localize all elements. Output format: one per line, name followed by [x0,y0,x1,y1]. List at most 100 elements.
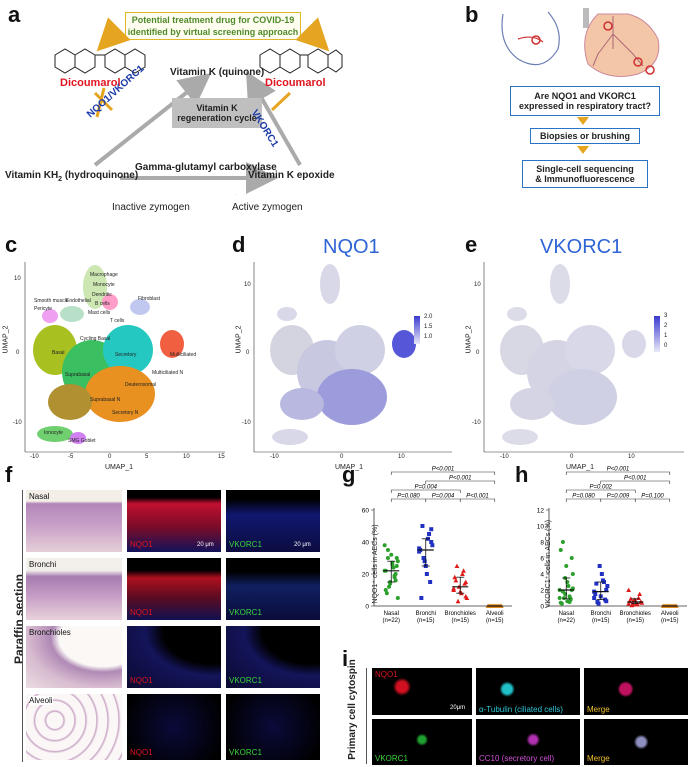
dicoumarol-right-label: Dicoumarol [265,77,326,89]
category-label: Nasal [384,611,399,617]
panel-label-d: d [232,232,246,257]
umap-vkorc1-plot [483,262,684,453]
p-value-label: P=0.004 [432,494,455,500]
banner-line-1: Potential treatment drug for COVID-19 [131,15,295,25]
data-point [424,572,429,576]
data-point [463,594,469,599]
c-xtick-3: 5 [145,454,149,460]
data-point [637,591,643,596]
category-label: Alveoli [661,611,679,617]
data-point [560,540,565,544]
cluster-label: T cells [110,318,125,324]
sequencing-box: Single-cell sequencing & Immunofluoresce… [522,160,648,188]
nqo1-label: NQO1 [130,540,153,549]
panel-label-f: f [5,462,13,487]
data-point [385,548,390,552]
cyto-tubulin-tile: α-Tubulin (ciliated cells) [476,668,580,715]
cluster-label: Pericyte [34,306,53,312]
panel-label-i: i [342,646,349,671]
cycle-line-2: regeneration cycle [177,113,257,123]
arrow-hydro-to-quinone [93,73,212,167]
paraffin-section-label: Paraffin section [12,573,27,665]
p-value-label: P=0.100 [641,494,664,500]
cluster-label: B cells [95,301,110,307]
vkorc1-label: VKORC1 [229,540,262,549]
d-scale-1: 1.5 [424,324,433,330]
orange-arrow-right [295,17,330,52]
cluster-label: Multiciliated [170,352,197,358]
if-vkorc1-nasal: VKORC1 20 μm [226,490,320,552]
scale-bar: 20 μm [197,542,214,548]
data-point [383,588,388,592]
regeneration-cycle-box: Vitamin K regeneration cycle [172,98,262,128]
q-line-2: expressed in respiratory tract? [518,101,652,111]
sig-bracket [565,471,671,475]
i-cc10-label: CC10 (secretory cell) [479,754,555,763]
data-point [628,596,634,601]
e-ytick-2: -10 [472,420,481,426]
cyto-vkorc1-tile: VKORC1 [372,719,472,765]
umap-c-clusters [33,265,184,444]
panel-label-a: a [8,2,21,27]
inhibit-right [270,91,292,112]
data-point [395,559,400,564]
vitamin-k-epoxide: Vitamin K epoxide [248,170,335,181]
inactive-zymogen: Inactive zymogen [112,202,190,213]
if-nqo1-bronchioles: NQO1 [127,626,221,688]
flow-arrow-2 [577,146,589,154]
seq-line-1: Single-cell sequencing [536,164,634,174]
data-point [557,596,562,600]
panel-label-g: g [342,462,356,487]
i-nqo1-label: NQO1 [375,670,398,679]
data-point [558,600,563,605]
row-name: Alveoli [29,696,53,705]
e-ytick-0: 10 [474,282,481,288]
c-xtick-5: 15 [218,454,225,460]
e-ylabel: UMAP_2 [465,325,473,354]
y-tick-label: 60 [362,508,370,515]
e-scale-2: 1 [664,333,668,339]
if-vkorc1-alveoli: VKORC1 [226,694,320,760]
he-tile-bronchioles: Bronchioles [26,626,122,688]
p-value-label: P<0.001 [607,467,630,473]
flow-arrow-1 [577,117,589,125]
data-point [626,587,632,592]
arrow-epoxide-to-quinone [246,71,302,166]
vkorc1-label: VKORC1 [229,748,262,757]
d-ylabel: UMAP_2 [235,325,243,354]
data-point [636,595,641,600]
data-point [605,584,610,588]
c-xlabel: UMAP_1 [105,464,134,471]
cluster-label: Macrophage [90,272,118,278]
d-xtick-0: -10 [270,454,279,460]
c-xtick-0: -10 [30,454,39,460]
he-tile-bronchi: Bronchi [26,558,122,620]
data-point [451,586,457,591]
y-tick-label: 8 [540,540,544,547]
d-ytick-1: 0 [246,350,250,356]
data-point [569,556,574,560]
c-xtick-1: -5 [68,454,74,460]
d-ytick-2: -10 [242,420,251,426]
dicoumarol-left-label: Dicoumarol [60,77,121,89]
data-point [420,524,425,528]
data-point [429,527,434,532]
panel-label-e: e [465,232,478,257]
i-vkorc1-label: VKORC1 [375,754,408,763]
data-point [600,578,605,583]
category-label: Bronchi [416,611,436,617]
sig-bracket [390,489,461,493]
data-point [461,568,466,573]
data-point [392,573,397,578]
sig-bracket [565,489,636,493]
n-label: (n=15) [451,618,469,624]
he-tile-nasal: Nasal [26,490,122,552]
n-label: (n=15) [417,618,435,624]
cluster-label: Basal [52,350,65,356]
c-ytick-1: 0 [16,350,20,356]
data-point [453,578,459,583]
d-xtick-2: 10 [398,454,405,460]
nqo1-label: NQO1 [130,608,153,617]
vkorc1-scatter-chart: 121086420Nasal(n=22)Bronchi(n=15)Bronchi… [537,467,687,624]
sig-bracket [390,471,496,475]
